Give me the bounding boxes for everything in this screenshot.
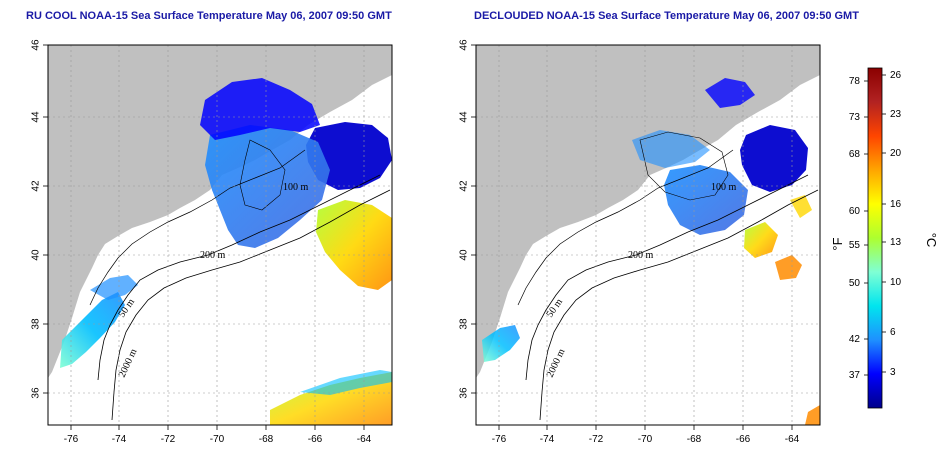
colorbar-c-tick-label: 20 (890, 148, 902, 159)
colorbar-f-tick-label: 78 (849, 76, 861, 87)
left-x-tick-label: -70 (210, 434, 225, 445)
colorbar: 78 73 68 60 55 50 42 37 26 23 20 16 13 10 6 3 °F °C (830, 67, 939, 409)
right-x-tick-label: -64 (785, 434, 800, 445)
right-y-tick-label: 44 (459, 111, 470, 123)
left-panel-title: RU COOL NOAA-15 Sea Surface Temperature … (26, 10, 392, 22)
left-y-tick-label: 46 (31, 39, 42, 51)
right-contour-label-200m: 200 m (628, 250, 654, 261)
left-upper-blue-sst (200, 78, 320, 140)
right-x-tick-label: -72 (589, 434, 604, 445)
left-y-tick-label: 36 (31, 387, 42, 399)
right-y-tick-label: 40 (459, 249, 470, 261)
left-shelf-sst (205, 125, 330, 248)
right-x-ticks: -76 -74 -72 -70 -68 -66 -64 (492, 425, 800, 445)
right-x-tick-label: -70 (638, 434, 653, 445)
left-y-tick-label: 40 (31, 249, 42, 261)
right-warm-patch-1 (744, 222, 778, 258)
colorbar-f-tick-label: 37 (849, 370, 861, 381)
right-upper-blue-sst (705, 78, 755, 108)
colorbar-f-tick-label: 60 (849, 206, 861, 217)
left-contour-label-100m: 100 m (283, 182, 309, 193)
right-y-ticks: 46 44 42 40 38 36 (459, 39, 476, 399)
left-coastal-upper-sst (90, 275, 138, 300)
right-warm-patch-2 (775, 255, 802, 280)
right-contour-200m (525, 174, 809, 381)
left-contour-inner (239, 139, 286, 211)
right-map-panel: 100 m 200 m 50 m 2000 m -76 -74 -72 -70 -68-… (459, 39, 821, 445)
right-y-tick-label: 42 (459, 180, 470, 192)
colorbar-c-tick-label: 16 (890, 199, 902, 210)
left-grid (48, 45, 392, 425)
right-warm-patch-3 (790, 195, 812, 218)
left-x-ticks: -76 -74 -72 -70 -68 -66 -64 (64, 425, 372, 445)
left-y-tick-label: 42 (31, 180, 42, 192)
left-x-tick-label: -74 (112, 434, 127, 445)
right-x-tick-label: -74 (540, 434, 555, 445)
colorbar-gradient (867, 67, 883, 409)
left-contour-200m (97, 174, 381, 381)
colorbar-c-tick-label: 13 (890, 237, 902, 248)
right-contour-inner (639, 131, 729, 201)
colorbar-f-tick-label: 42 (849, 334, 861, 345)
left-y-tick-label: 44 (31, 111, 42, 123)
colorbar-c-tick-label: 3 (890, 367, 896, 378)
right-x-tick-label: -68 (687, 434, 702, 445)
colorbar-fahrenheit-ticks: 78 73 68 60 55 50 42 37 (849, 76, 868, 381)
left-coastal-sst (60, 292, 125, 368)
colorbar-f-tick-label: 73 (849, 112, 861, 123)
colorbar-f-tick-label: 55 (849, 240, 861, 251)
colorbar-c-tick-label: 10 (890, 277, 902, 288)
colorbar-unit-fahrenheit: °F (830, 237, 845, 250)
left-south-blue-streak (300, 370, 392, 395)
left-x-tick-label: -66 (308, 434, 323, 445)
colorbar-c-tick-label: 23 (890, 109, 902, 120)
colorbar-f-tick-label: 50 (849, 278, 861, 289)
right-mid-blue-sst (632, 130, 710, 168)
right-y-tick-label: 36 (459, 387, 470, 399)
right-land-mass (476, 45, 820, 378)
right-x-tick-label: -66 (736, 434, 751, 445)
colorbar-f-tick-label: 68 (849, 149, 861, 160)
left-contour-label-200m: 200 m (200, 250, 226, 261)
left-warm-core-sst (316, 200, 392, 290)
colorbar-c-tick-label: 6 (890, 327, 896, 338)
left-x-tick-label: -76 (64, 434, 79, 445)
left-y-tick-label: 38 (31, 318, 42, 330)
right-map-frame (475, 44, 821, 426)
left-x-tick-label: -72 (161, 434, 176, 445)
right-south-warm-sst (805, 405, 820, 425)
right-y-tick-label: 46 (459, 39, 470, 51)
right-grid (476, 45, 820, 425)
colorbar-unit-celsius: °C (924, 233, 939, 248)
right-contour-label-100m: 100 m (711, 182, 737, 193)
right-x-tick-label: -76 (492, 434, 507, 445)
right-gulf-of-maine-sst (740, 125, 808, 192)
right-shelf-sst (664, 165, 748, 235)
left-land-mass (48, 45, 392, 378)
left-x-tick-label: -64 (357, 434, 372, 445)
colorbar-celsius-ticks: 26 23 20 16 13 10 6 3 (882, 70, 902, 378)
colorbar-c-tick-label: 26 (890, 70, 902, 81)
left-map-panel: 100 m 200 m 50 m 2000 m -76 -74 -72 -70 -68-… (31, 39, 393, 445)
left-y-ticks: 46 44 42 40 38 36 (31, 39, 48, 399)
right-coastal-sst (482, 325, 520, 362)
right-y-tick-label: 38 (459, 318, 470, 330)
left-map-frame (47, 44, 393, 426)
left-x-tick-label: -68 (259, 434, 274, 445)
right-panel-title: DECLOUDED NOAA-15 Sea Surface Temperatur… (474, 10, 859, 22)
